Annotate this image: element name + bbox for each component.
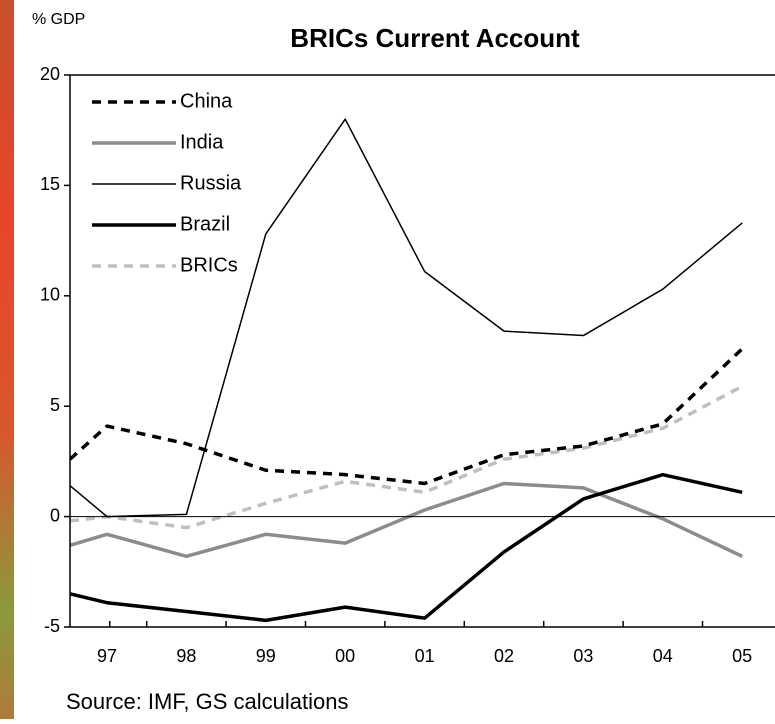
series-line [70,481,743,559]
series-line [70,472,743,623]
y-axis-label: % GDP [32,11,85,28]
legend-label: India [180,131,224,153]
y-tick-label: 5 [50,395,60,415]
x-tick-label: 99 [256,646,276,666]
x-tick-label: 97 [97,646,117,666]
x-tick-label: 01 [415,646,435,666]
y-tick-label: 10 [40,285,60,305]
x-tick-label: 98 [176,646,196,666]
series-line [70,384,744,530]
x-tick-label: 03 [573,646,593,666]
legend-label: Brazil [180,213,230,235]
chart-title: BRICs Current Account [290,23,580,53]
source: Source: IMF, GS calculations [66,689,348,714]
plot-area [70,118,744,623]
x-tick-label: 02 [494,646,514,666]
y-tick-label: 15 [40,174,60,194]
y-tick-label: -5 [44,616,60,636]
y-tick-label: 0 [50,505,60,525]
legend-label: China [180,90,233,112]
background-strip [0,0,14,719]
y-tick-label: 20 [40,64,60,84]
series-line [70,347,744,486]
legend-label: BRICs [180,254,238,276]
x-tick-label: 00 [335,646,355,666]
legend-label: Russia [180,172,242,194]
series-line [70,118,743,518]
x-tick-label: 05 [732,646,752,666]
x-tick-label: 04 [653,646,673,666]
